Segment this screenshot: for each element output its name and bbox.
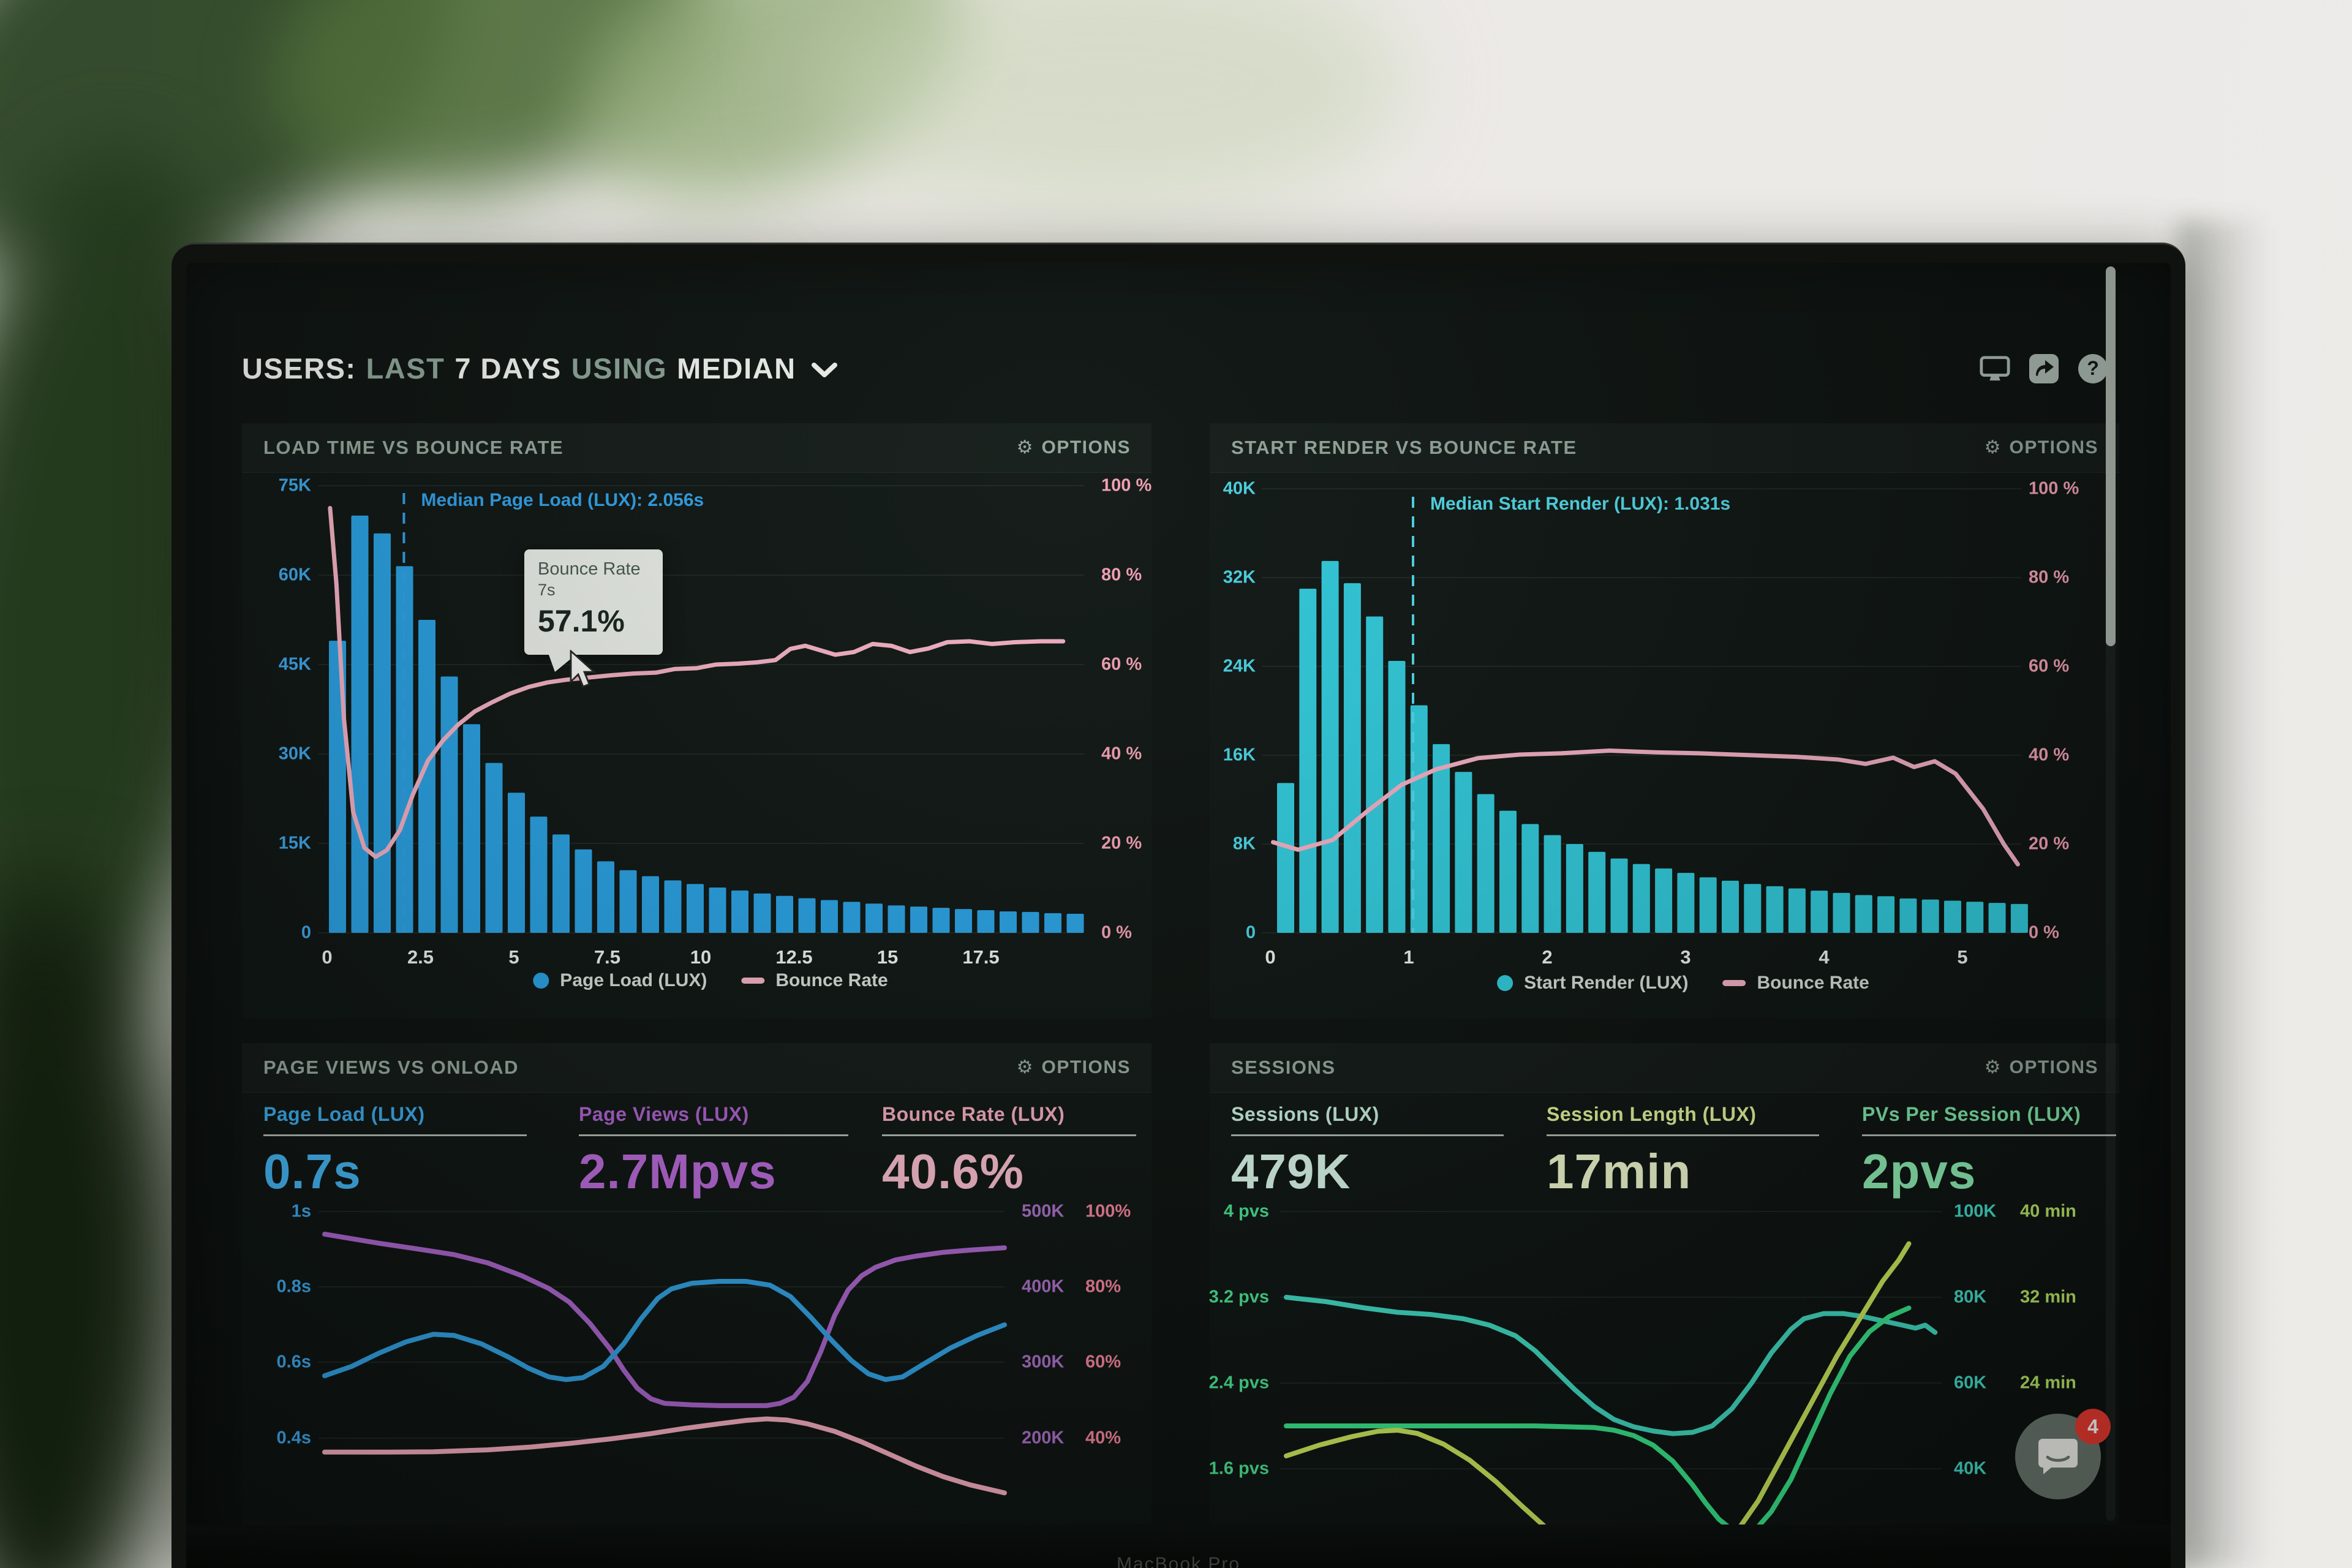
users-period-dropdown[interactable]: USERS: LAST 7 DAYS USING MEDIAN — [242, 349, 838, 388]
panel-title: PAGE VIEWS VS ONLOAD — [263, 1057, 519, 1078]
metric-bounce-rate: Bounce Rate (LUX) 40.6% — [882, 1103, 1136, 1200]
laptop-brand-label: MacBook Pro — [1116, 1554, 1241, 1568]
dashboard: USERS: LAST 7 DAYS USING MEDIAN — [186, 263, 2171, 1568]
panel-title: LOAD TIME VS BOUNCE RATE — [263, 437, 564, 458]
laptop-screen: USERS: LAST 7 DAYS USING MEDIAN — [186, 263, 2171, 1568]
share-icon[interactable] — [2029, 353, 2059, 384]
sessions-chart[interactable] — [1210, 1202, 2141, 1533]
options-button[interactable]: ⚙ OPTIONS — [1013, 423, 1134, 472]
svg-text:?: ? — [2087, 357, 2099, 379]
title-last: LAST — [366, 352, 445, 385]
metric-pvs-per-session: PVs Per Session (LUX) 2pvs — [1862, 1103, 2116, 1200]
metric-sessions: Sessions (LUX) 479K — [1231, 1103, 1504, 1200]
help-icon[interactable]: ? — [2078, 353, 2108, 384]
tooltip-x-value: 7s — [538, 581, 556, 599]
panel-header: SESSIONS ⚙ OPTIONS — [1210, 1043, 2119, 1093]
title-7days: 7 DAYS — [454, 352, 562, 385]
metric-page-load: Page Load (LUX) 0.7s — [263, 1103, 527, 1200]
page-views-onload-chart[interactable] — [242, 1202, 1161, 1533]
screen-bottom-fade — [186, 1525, 2171, 1568]
mouse-cursor — [570, 650, 597, 688]
gear-icon: ⚙ — [1984, 437, 2001, 458]
options-button[interactable]: ⚙ OPTIONS — [1013, 1043, 1134, 1092]
gear-icon: ⚙ — [1984, 1057, 2001, 1077]
display-icon[interactable] — [1980, 353, 2010, 384]
panel-header: START RENDER VS BOUNCE RATE ⚙ OPTIONS — [1210, 423, 2119, 473]
panel-title: SESSIONS — [1231, 1057, 1336, 1078]
metric-session-length: Session Length (LUX) 17min — [1547, 1103, 1819, 1200]
start-render-chart[interactable] — [1210, 467, 2116, 957]
load-time-chart[interactable] — [245, 467, 1139, 957]
options-button[interactable]: ⚙ OPTIONS — [1981, 423, 2102, 472]
laptop: USERS: LAST 7 DAYS USING MEDIAN — [172, 243, 2185, 1568]
options-button[interactable]: ⚙ OPTIONS — [1981, 1043, 2102, 1092]
panel-title: START RENDER VS BOUNCE RATE — [1231, 437, 1577, 458]
chat-bubble-icon — [2038, 1439, 2078, 1474]
scrollbar-thumb[interactable] — [2106, 266, 2116, 646]
plant-leaf — [0, 888, 190, 1568]
chat-notification-badge: 4 — [2075, 1409, 2111, 1444]
panel-header: LOAD TIME VS BOUNCE RATE ⚙ OPTIONS — [242, 423, 1152, 473]
title-users: USERS: — [242, 352, 356, 385]
panel-header: PAGE VIEWS VS ONLOAD ⚙ OPTIONS — [242, 1043, 1152, 1093]
chevron-down-icon — [811, 363, 837, 377]
metric-page-views: Page Views (LUX) 2.7Mpvs — [579, 1103, 848, 1200]
title-using: USING — [571, 352, 668, 385]
laptop-shadow — [2178, 221, 2270, 1568]
gear-icon: ⚙ — [1016, 1057, 1033, 1077]
title-median: MEDIAN — [677, 352, 796, 385]
chart-tooltip: Bounce Rate 7s 57.1% — [524, 549, 663, 672]
plant-leaf — [809, 0, 1409, 214]
gear-icon: ⚙ — [1016, 437, 1033, 458]
